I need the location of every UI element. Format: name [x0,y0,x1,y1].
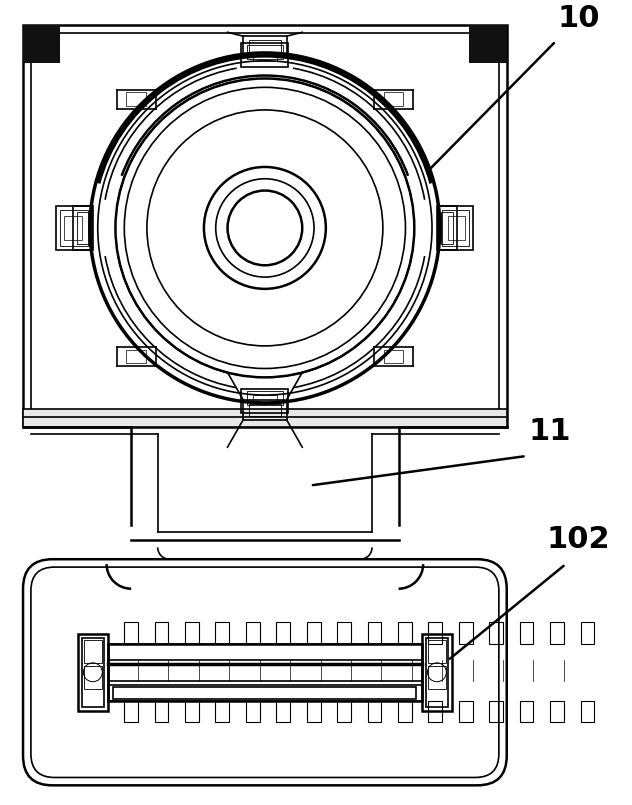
Bar [243,36,286,56]
Bar [126,93,146,106]
Bar [56,206,92,250]
Bar [422,634,452,711]
Bar [246,701,260,722]
Bar [126,349,146,363]
Bar [447,216,465,240]
Bar [84,666,102,688]
Bar [155,701,168,722]
Text: 102: 102 [546,526,610,555]
Bar [581,622,594,644]
Bar [185,701,199,722]
Bar [438,206,473,250]
Bar [243,400,286,419]
Bar [107,644,422,701]
Bar [125,701,138,722]
Bar [520,622,533,644]
Bar [23,409,507,427]
Bar [64,216,82,240]
Bar [550,622,564,644]
Bar [337,701,351,722]
Bar [337,622,351,644]
Bar [276,622,290,644]
Text: 10: 10 [558,4,600,33]
Bar [247,391,283,405]
Bar [307,622,320,644]
Bar [459,701,473,722]
Bar [441,213,453,244]
Bar [84,640,102,663]
Bar [78,634,107,711]
Bar [550,701,564,722]
Bar [155,622,168,644]
Bar [249,40,281,52]
Bar [384,349,403,363]
Bar [253,53,277,61]
Bar [216,701,229,722]
Bar [241,43,288,67]
Bar [368,701,381,722]
Bar [114,687,416,699]
Bar [125,622,138,644]
Bar [249,404,281,415]
Bar [459,622,473,644]
Bar [428,666,446,688]
Bar [31,33,499,419]
Bar [23,26,61,63]
Bar [489,701,503,722]
Bar [428,622,442,644]
Bar [470,26,507,63]
Bar [426,638,447,707]
Bar [82,638,104,707]
Bar [61,210,88,246]
Bar [581,701,594,722]
Bar [253,395,277,403]
Bar [489,622,503,644]
Bar [398,701,412,722]
Text: 11: 11 [528,417,571,446]
Bar [307,701,320,722]
Bar [247,45,283,59]
Bar [520,701,533,722]
Bar [73,206,93,250]
Bar [185,622,199,644]
Bar [398,622,412,644]
Bar [384,93,403,106]
Bar [23,26,507,427]
Bar [437,206,456,250]
Bar [428,701,442,722]
Bar [216,622,229,644]
Bar [428,640,446,663]
Bar [246,622,260,644]
Bar [442,210,470,246]
Bar [241,389,288,413]
Bar [368,622,381,644]
Bar [77,213,89,244]
Bar [276,701,290,722]
